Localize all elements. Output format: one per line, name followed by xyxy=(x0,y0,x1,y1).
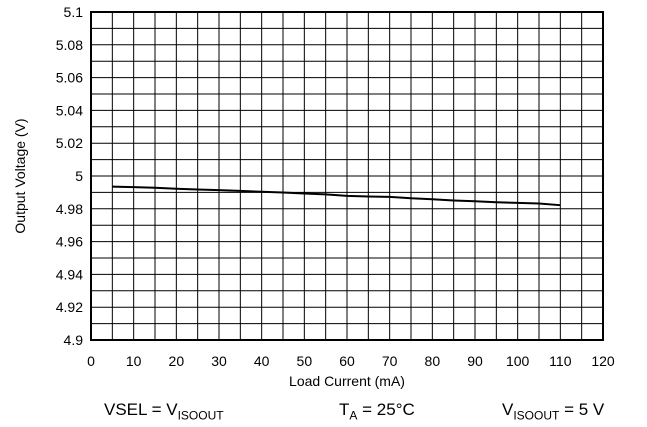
plot-frame xyxy=(90,11,604,341)
x-tick-label-80: 80 xyxy=(425,353,441,369)
x-tick-label-120: 120 xyxy=(591,353,615,369)
x-tick-label-100: 100 xyxy=(506,353,530,369)
x-tick-label-40: 40 xyxy=(254,353,270,369)
x-tick-label-10: 10 xyxy=(126,353,142,369)
test-conditions: VSEL = VISOOUT TA = 25°C VISOOUT = 5 V xyxy=(0,400,647,426)
x-tick-label-30: 30 xyxy=(211,353,227,369)
x-tick-label-110: 110 xyxy=(549,353,572,369)
x-tick-label-50: 50 xyxy=(297,353,313,369)
y-tick-label-5.1: 5.1 xyxy=(64,4,84,20)
y-tick-label-5.08: 5.08 xyxy=(56,37,83,53)
x-tick-label-70: 70 xyxy=(382,353,398,369)
x-tick-label-20: 20 xyxy=(169,353,185,369)
condition-viso-subscript: ISOOUT xyxy=(513,408,560,423)
condition-viso-value: = 5 V xyxy=(559,400,605,419)
condition-ta: TA = 25°C xyxy=(339,400,415,422)
y-tick-labels: 5.1 5.08 5.06 5.04 5.02 5 4.98 4.96 4.94 4.92 4.9 xyxy=(56,4,83,348)
y-tick-label-4.98: 4.98 xyxy=(56,201,83,217)
y-axis-label: Output Voltage (V) xyxy=(12,118,28,233)
condition-viso-text: V xyxy=(502,400,514,419)
y-tick-label-5.02: 5.02 xyxy=(56,135,83,151)
y-tick-label-5: 5 xyxy=(75,168,83,184)
x-tick-label-60: 60 xyxy=(339,353,355,369)
condition-ta-value: = 25°C xyxy=(357,400,415,419)
grid-lines xyxy=(90,11,604,341)
chart: 5.15.085.065.045.0254.984.964.944.924.9 … xyxy=(12,4,615,389)
y-tick-label-4.92: 4.92 xyxy=(56,299,83,315)
x-tick-label-0: 0 xyxy=(87,353,95,369)
x-tick-labels: 0 10 20 30 40 50 60 70 80 90 100 110 120 xyxy=(87,353,615,369)
y-tick-label-5.04: 5.04 xyxy=(56,102,83,118)
series-line-0 xyxy=(112,185,561,207)
y-tick-label-5.06: 5.06 xyxy=(56,70,83,86)
condition-ta-text: T xyxy=(339,400,350,419)
condition-ta-subscript: A xyxy=(349,408,358,423)
condition-vsel-text: VSEL = V xyxy=(104,400,178,419)
condition-viso: VISOOUT = 5 V xyxy=(502,400,604,422)
y-tick-label-4.96: 4.96 xyxy=(56,234,83,250)
condition-vsel: VSEL = VISOOUT xyxy=(104,400,224,422)
x-axis-label: Load Current (mA) xyxy=(289,373,405,389)
y-tick-label-4.9: 4.9 xyxy=(64,332,84,348)
condition-vsel-subscript: ISOOUT xyxy=(177,408,224,423)
series-layer xyxy=(112,185,561,207)
x-tick-label-90: 90 xyxy=(467,353,483,369)
y-tick-label-4.94: 4.94 xyxy=(56,266,83,282)
